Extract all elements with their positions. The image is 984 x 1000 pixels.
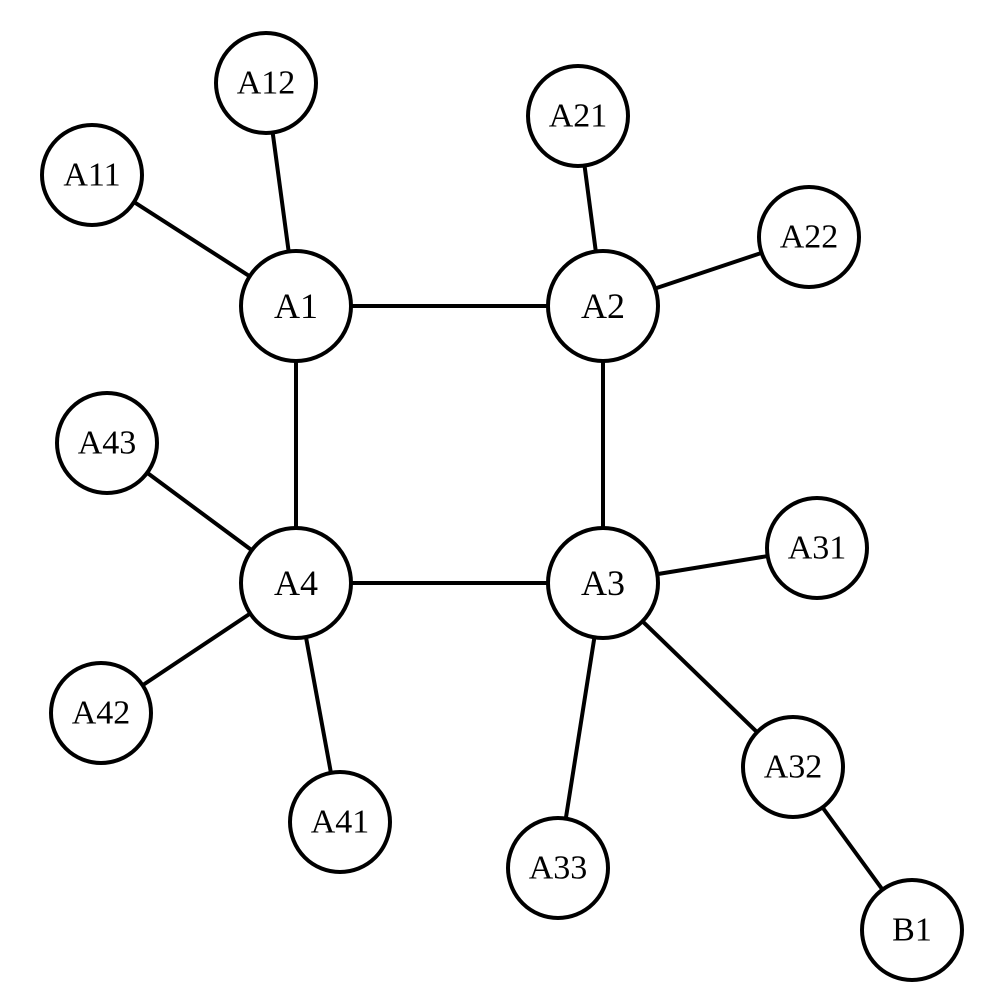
node-A41: A41 — [290, 772, 390, 872]
node-A43: A43 — [57, 393, 157, 493]
node-A1: A1 — [241, 251, 351, 361]
node-A4: A4 — [241, 528, 351, 638]
node-A33: A33 — [508, 818, 608, 918]
node-A3: A3 — [548, 528, 658, 638]
node-A21: A21 — [528, 66, 628, 166]
node-A12: A12 — [216, 33, 316, 133]
node-label-A12: A12 — [237, 65, 296, 102]
node-label-A32: A32 — [764, 749, 823, 786]
node-label-A22: A22 — [780, 219, 839, 256]
node-label-A33: A33 — [529, 850, 588, 887]
node-A32: A32 — [743, 717, 843, 817]
node-label-A21: A21 — [549, 98, 608, 135]
node-B1: B1 — [862, 880, 962, 980]
node-label-A4: A4 — [274, 563, 318, 603]
node-label-A42: A42 — [72, 695, 131, 732]
node-label-A1: A1 — [274, 286, 318, 326]
node-A11: A11 — [42, 125, 142, 225]
node-label-B1: B1 — [892, 912, 932, 949]
node-label-A41: A41 — [311, 804, 370, 841]
node-label-A43: A43 — [78, 425, 137, 462]
network-diagram: A1 A2 A3 A4 A11 A12 A21 A22 A31 A32 A33 A41 A42 A43 B1 — [0, 0, 984, 1000]
node-label-A31: A31 — [788, 530, 847, 567]
node-label-A3: A3 — [581, 563, 625, 603]
node-A31: A31 — [767, 498, 867, 598]
node-label-A2: A2 — [581, 286, 625, 326]
node-A22: A22 — [759, 187, 859, 287]
node-label-A11: A11 — [63, 157, 120, 194]
node-A42: A42 — [51, 663, 151, 763]
node-A2: A2 — [548, 251, 658, 361]
